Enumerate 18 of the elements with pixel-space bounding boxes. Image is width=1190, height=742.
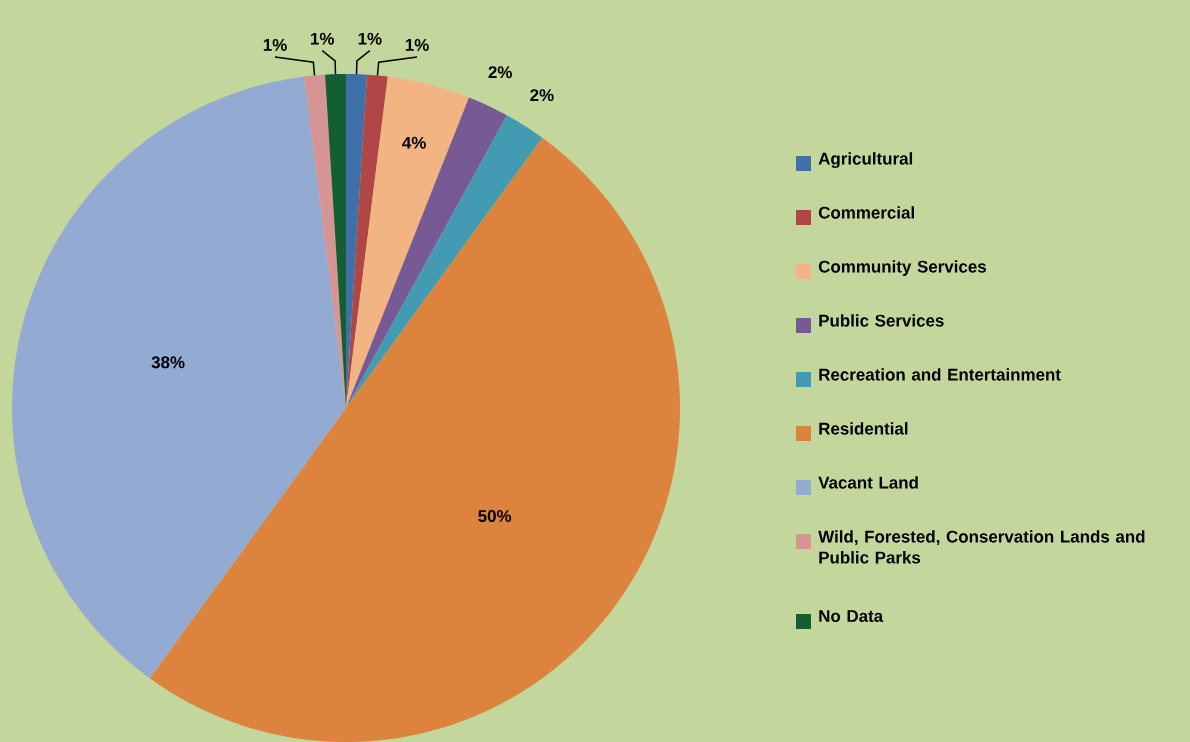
data-label: 4%: [402, 136, 426, 149]
legend-label: Agricultural: [818, 152, 913, 169]
legend-label: Public Services: [819, 314, 944, 327]
legend-label: Wild, Forested, Conservation Lands and Public Parks: [818, 530, 1145, 564]
legend-label: No Data: [819, 610, 884, 623]
data-label: 1%: [358, 32, 382, 45]
data-label: 2%: [530, 89, 554, 102]
legend-label: Recreation and Entertainment: [819, 368, 1061, 381]
data-label: 1%: [311, 32, 334, 45]
legend-label: Commercial: [818, 206, 914, 219]
data-label: 50%: [478, 509, 512, 522]
data-label: 1%: [405, 38, 429, 51]
legend-label: Community Services: [818, 260, 986, 276]
data-label: 1%: [263, 38, 287, 51]
data-label: 2%: [488, 66, 512, 79]
data-label: 38%: [151, 356, 185, 369]
legend-label: Residential: [819, 422, 908, 435]
legend-label: Vacant Land: [818, 476, 918, 489]
